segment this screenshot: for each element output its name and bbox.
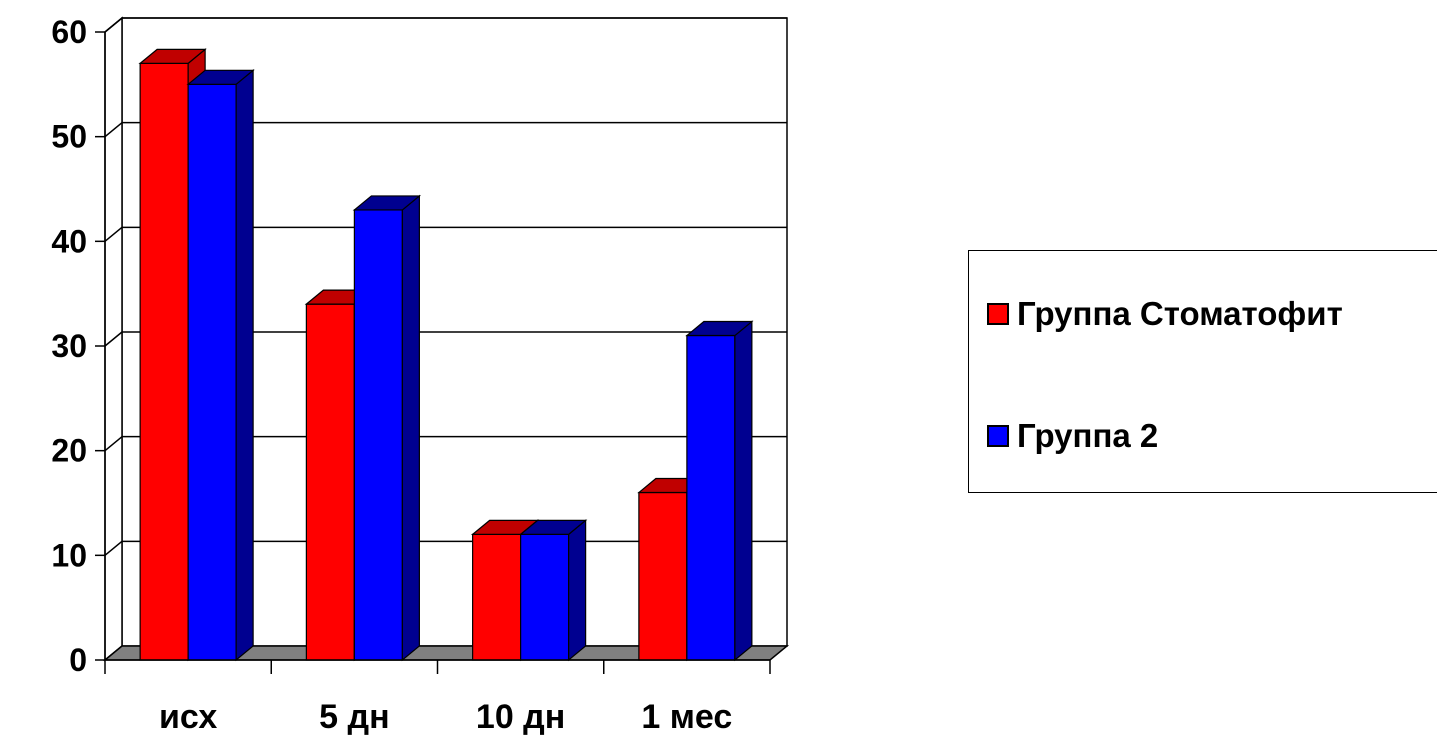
y-tick-label: 30 [51,328,87,364]
bar-side [568,519,587,662]
y-tick-label: 40 [51,223,87,259]
bars [138,48,754,662]
bar-front [353,209,403,661]
bar-side [235,69,254,662]
y-axis: 0 10 20 30 40 50 60 [51,14,106,678]
legend-item-series-2: Группа 2 [987,417,1158,455]
gridline-side [104,540,123,556]
x-category-label: 10 дн [476,698,565,736]
y-tick-label: 0 [69,642,87,678]
bar-front [686,334,736,661]
legend-item-series-1: Группа Стоматофит [987,295,1343,333]
x-category-label: 5 дн [319,698,389,736]
x-category-label: 1 мес [641,698,732,736]
x-axis: исх 5 дн 10 дн 1 мес [104,659,771,736]
gridline-side [104,436,123,452]
bar-side [401,194,420,662]
legend-label-series-1: Группа Стоматофит [1017,295,1343,332]
gridline-side [104,122,123,138]
y-tick-label: 10 [51,537,87,573]
y-tick-label: 20 [51,433,87,469]
bar-top [518,519,588,536]
legend-swatch-series-2 [987,425,1009,447]
bar-0-1 [186,69,255,662]
bar-2-1 [518,519,588,662]
bar-top [685,320,754,337]
legend-swatch-series-1 [987,303,1009,325]
bar-front [305,303,355,661]
bar-top [186,69,255,85]
legend: Группа Стоматофит Группа 2 [968,250,1437,493]
gridline-side [104,226,123,242]
bar-front [472,533,522,661]
bar-top [352,195,422,211]
bar-front [520,533,570,661]
bar-top [138,48,207,65]
bar-front [638,491,688,661]
bar-1-1 [352,194,422,662]
legend-label-series-2: Группа 2 [1017,417,1159,454]
y-tick-label: 60 [51,14,87,50]
gridline-side [104,17,123,33]
gridline-side [104,331,123,347]
bar-front [187,83,237,661]
y-tick-label: 50 [51,119,87,155]
bar-3-1 [685,320,754,662]
bar-front [139,62,189,661]
bar-side [734,320,753,662]
x-category-label: исх [159,698,217,736]
